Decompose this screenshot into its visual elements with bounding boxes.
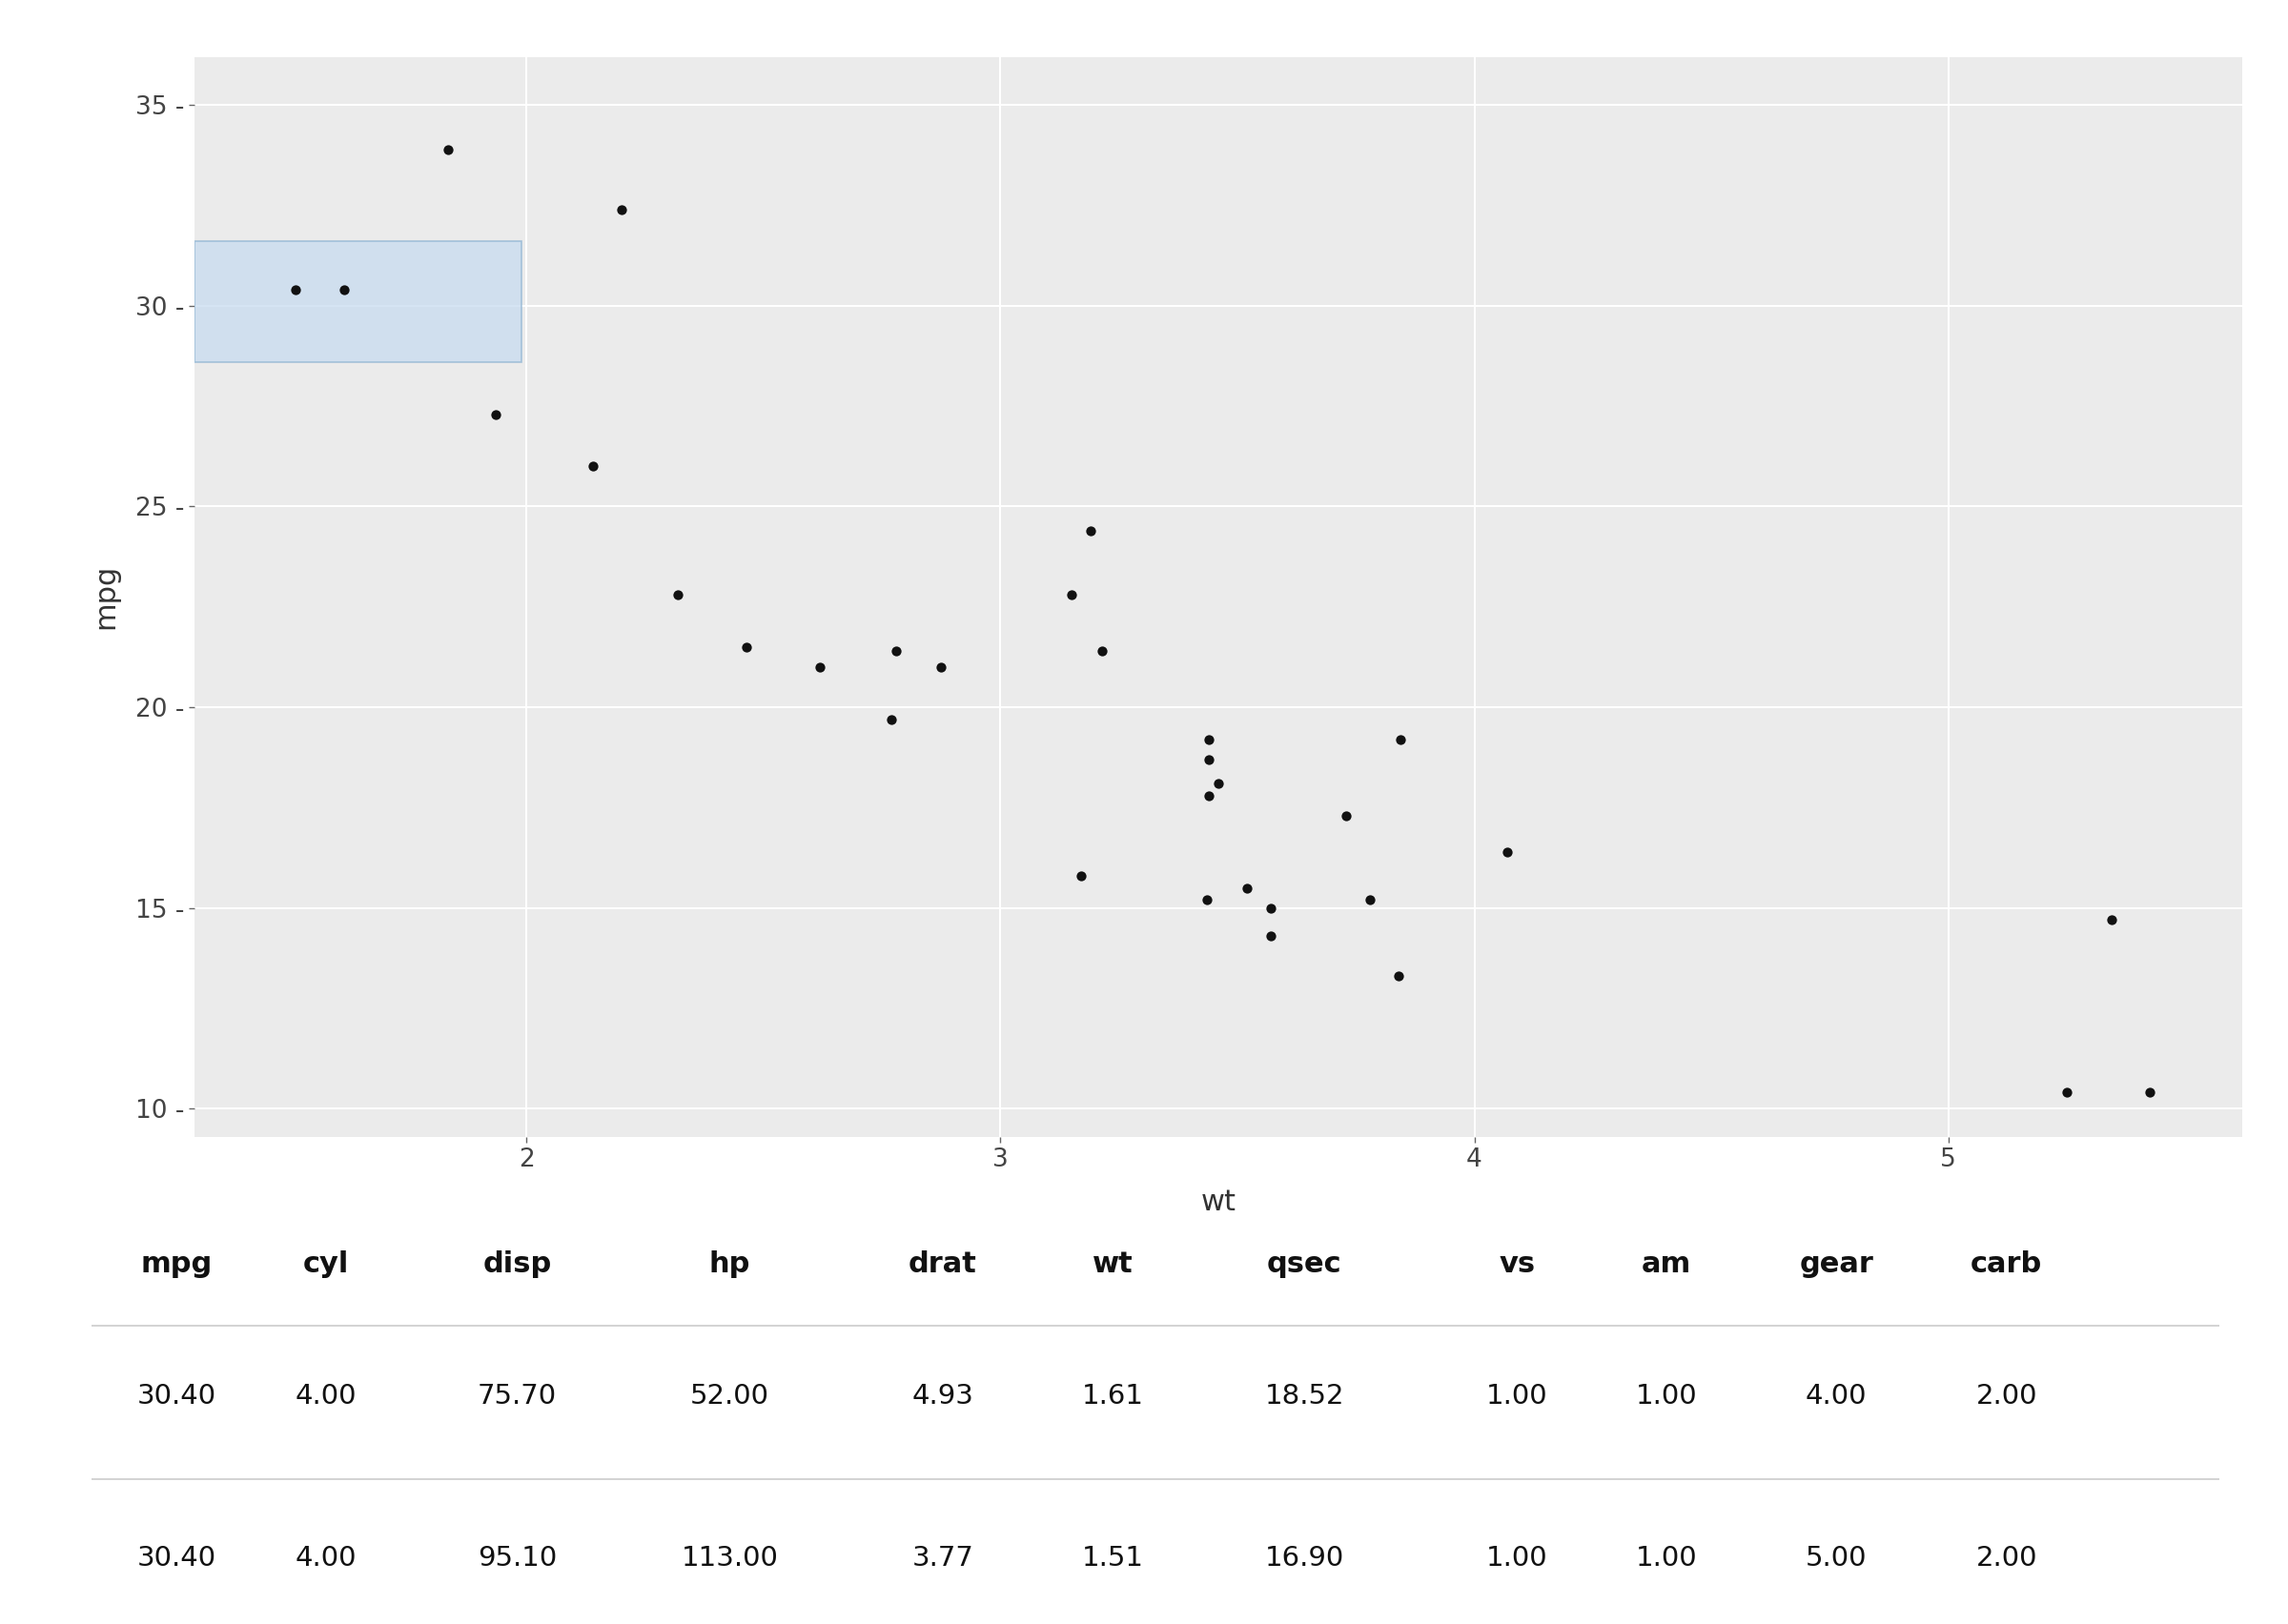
Text: 4.00: 4.00 xyxy=(295,1544,357,1572)
Point xyxy=(1380,963,1416,989)
Point xyxy=(1327,802,1364,828)
Point xyxy=(1190,726,1226,752)
Point xyxy=(478,401,515,427)
Point xyxy=(1201,770,1238,796)
Text: cyl: cyl xyxy=(302,1250,348,1278)
Point xyxy=(1085,638,1121,664)
Text: 1.00: 1.00 xyxy=(1636,1382,1698,1410)
Text: 2.00: 2.00 xyxy=(1977,1544,2036,1572)
Text: 1.61: 1.61 xyxy=(1082,1382,1144,1410)
Text: 52.00: 52.00 xyxy=(691,1382,769,1410)
Text: 30.40: 30.40 xyxy=(137,1382,217,1410)
Point xyxy=(1190,747,1226,773)
Point xyxy=(430,136,467,162)
Point xyxy=(1252,895,1288,921)
Point xyxy=(874,706,911,732)
Text: 4.93: 4.93 xyxy=(911,1382,975,1410)
Text: 18.52: 18.52 xyxy=(1265,1382,1343,1410)
Point xyxy=(1062,862,1098,888)
Point xyxy=(1352,887,1389,913)
Point xyxy=(1073,518,1110,544)
Point xyxy=(2094,908,2130,934)
Text: qsec: qsec xyxy=(1268,1250,1341,1278)
Text: 75.70: 75.70 xyxy=(478,1382,556,1410)
Text: 113.00: 113.00 xyxy=(682,1544,778,1572)
Point xyxy=(1252,922,1288,948)
Text: drat: drat xyxy=(908,1250,977,1278)
Point xyxy=(659,581,696,607)
Point xyxy=(1229,875,1265,901)
X-axis label: wt: wt xyxy=(1201,1189,1236,1216)
Text: disp: disp xyxy=(483,1250,551,1278)
Point xyxy=(574,453,611,479)
Text: 1.00: 1.00 xyxy=(1487,1544,1549,1572)
Text: 3.77: 3.77 xyxy=(911,1544,975,1572)
Text: 30.40: 30.40 xyxy=(137,1544,217,1572)
Text: 1.00: 1.00 xyxy=(1636,1544,1698,1572)
Point xyxy=(325,276,362,302)
Text: 95.10: 95.10 xyxy=(478,1544,556,1572)
Text: 1.51: 1.51 xyxy=(1082,1544,1144,1572)
Point xyxy=(1190,783,1226,809)
Text: carb: carb xyxy=(1970,1250,2043,1278)
Point xyxy=(922,654,959,680)
Point xyxy=(2048,1080,2084,1106)
Text: 16.90: 16.90 xyxy=(1265,1544,1343,1572)
Text: 4.00: 4.00 xyxy=(1805,1382,1867,1410)
Point xyxy=(1052,581,1089,607)
Text: 4.00: 4.00 xyxy=(295,1382,357,1410)
Text: 1.00: 1.00 xyxy=(1487,1382,1549,1410)
Point xyxy=(277,276,313,302)
Point xyxy=(879,638,915,664)
Text: vs: vs xyxy=(1499,1250,1535,1278)
Point xyxy=(1489,838,1526,864)
Text: mpg: mpg xyxy=(142,1250,213,1278)
Y-axis label: mpg: mpg xyxy=(92,564,119,630)
Point xyxy=(801,654,837,680)
Point xyxy=(602,197,638,222)
Point xyxy=(1187,887,1224,913)
Text: gear: gear xyxy=(1798,1250,1874,1278)
Bar xyxy=(194,242,522,362)
Text: 5.00: 5.00 xyxy=(1805,1544,1867,1572)
Text: hp: hp xyxy=(709,1250,750,1278)
Text: am: am xyxy=(1640,1250,1691,1278)
Point xyxy=(1382,726,1419,752)
Point xyxy=(728,633,764,659)
Text: 2.00: 2.00 xyxy=(1977,1382,2036,1410)
Point xyxy=(2130,1080,2167,1106)
Text: wt: wt xyxy=(1091,1250,1133,1278)
